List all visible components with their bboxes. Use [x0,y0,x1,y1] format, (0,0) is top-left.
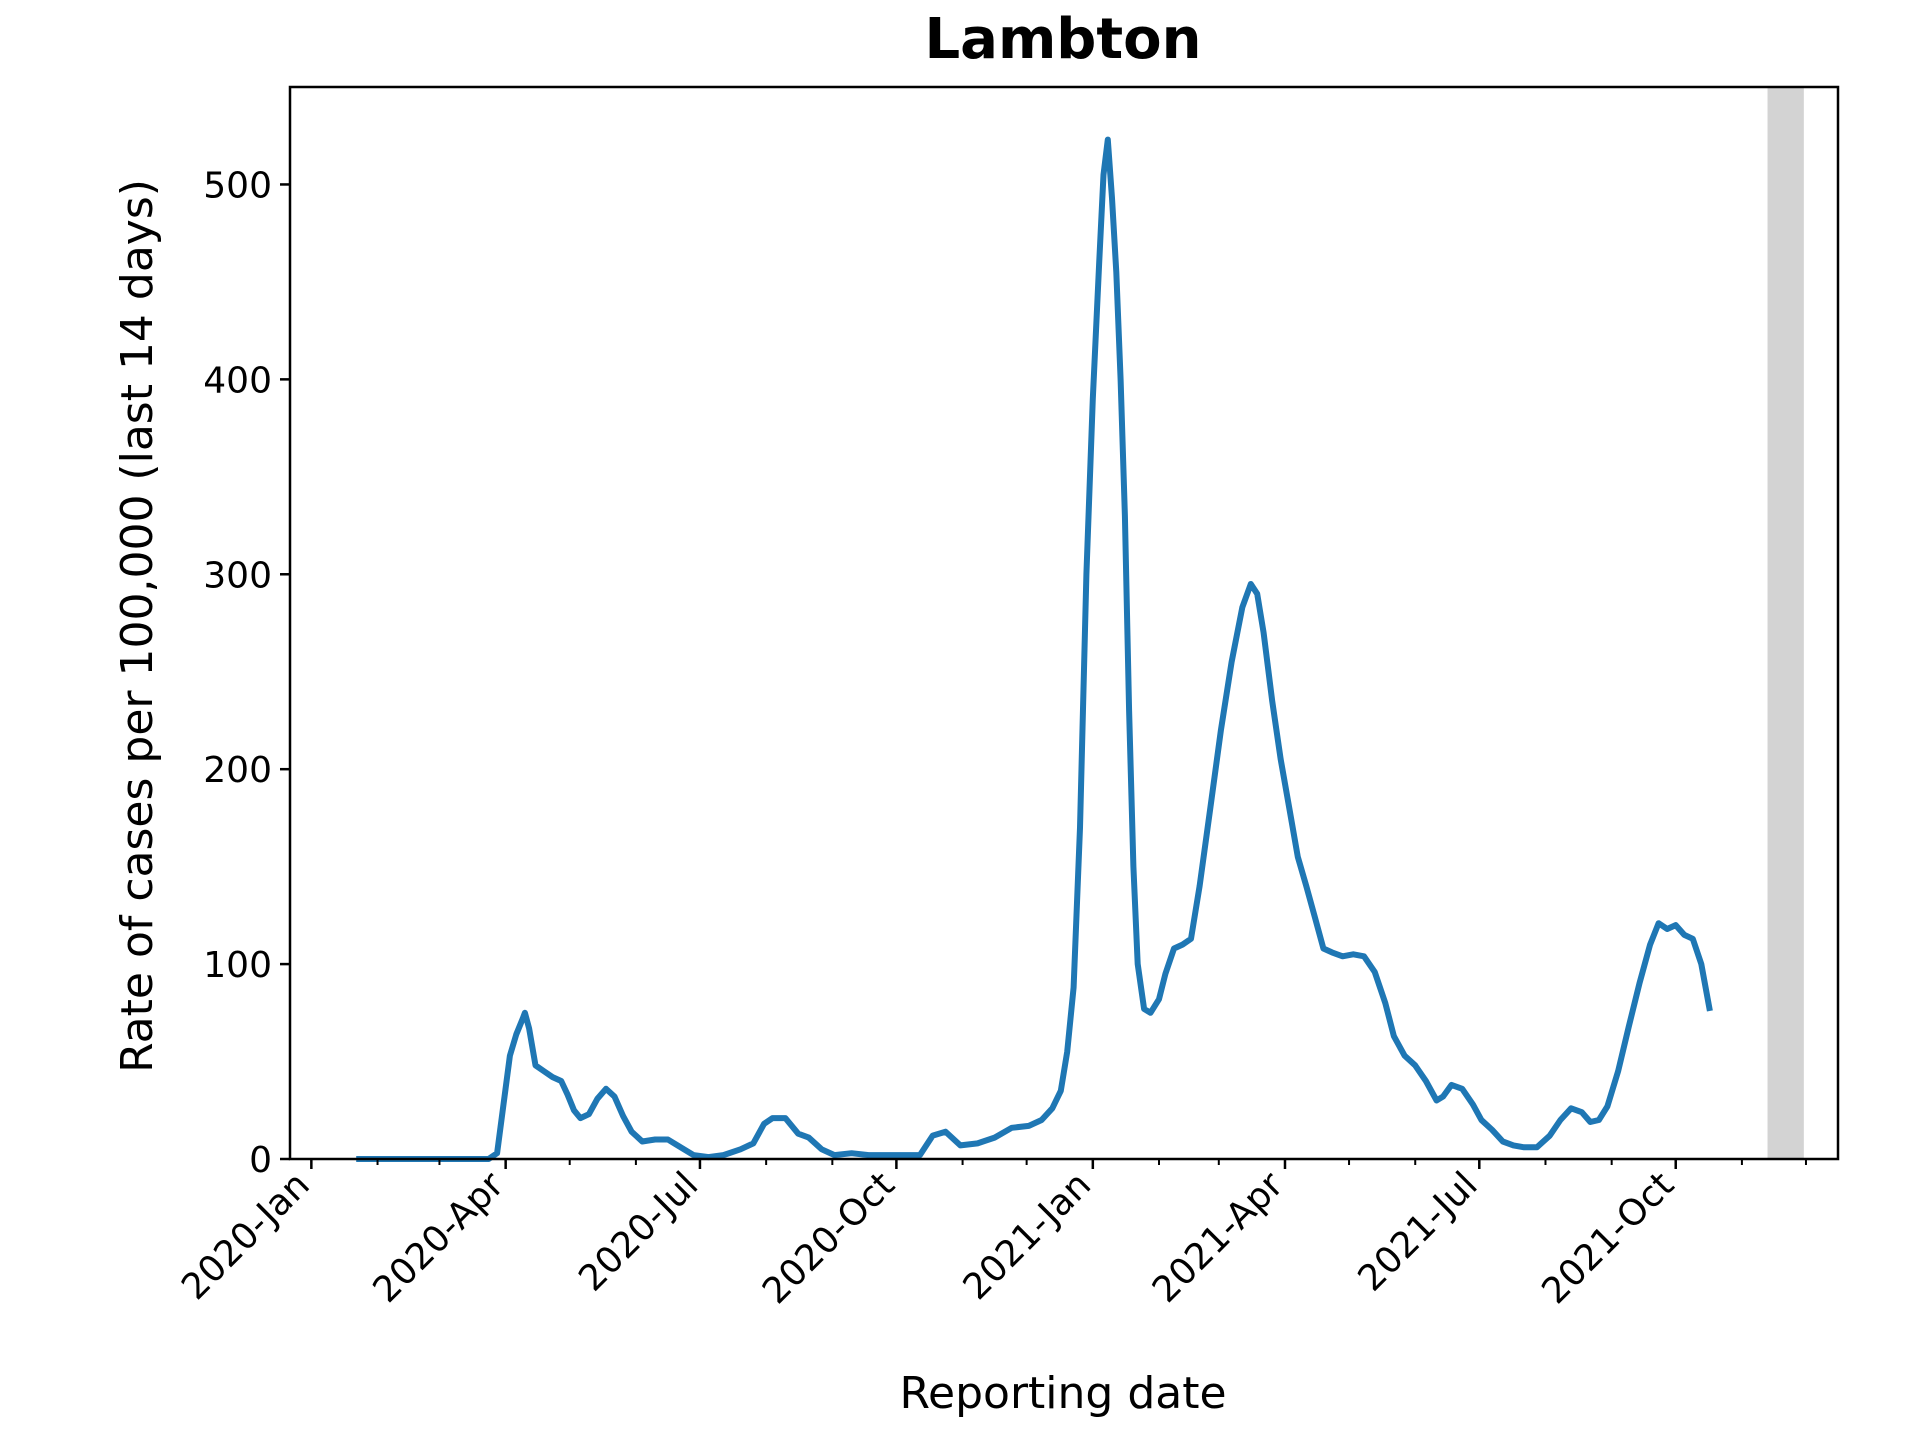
axes-frame [288,85,1840,1161]
y-tick-label: 100 [203,945,272,986]
y-tick-label: 0 [249,1140,272,1181]
y-tick-label: 400 [203,360,272,401]
y-tick-label: 500 [203,165,272,206]
chart-title: Lambton [924,7,1201,72]
shaded-region [1767,87,1804,1159]
y-axis-label: Rate of cases per 100,000 (last 14 days) [112,179,163,1073]
y-tick-label: 300 [203,555,272,596]
series-line-0 [356,136,1713,1162]
y-tick-label: 200 [203,750,272,791]
x-axis-label: Reporting date [899,1368,1226,1419]
